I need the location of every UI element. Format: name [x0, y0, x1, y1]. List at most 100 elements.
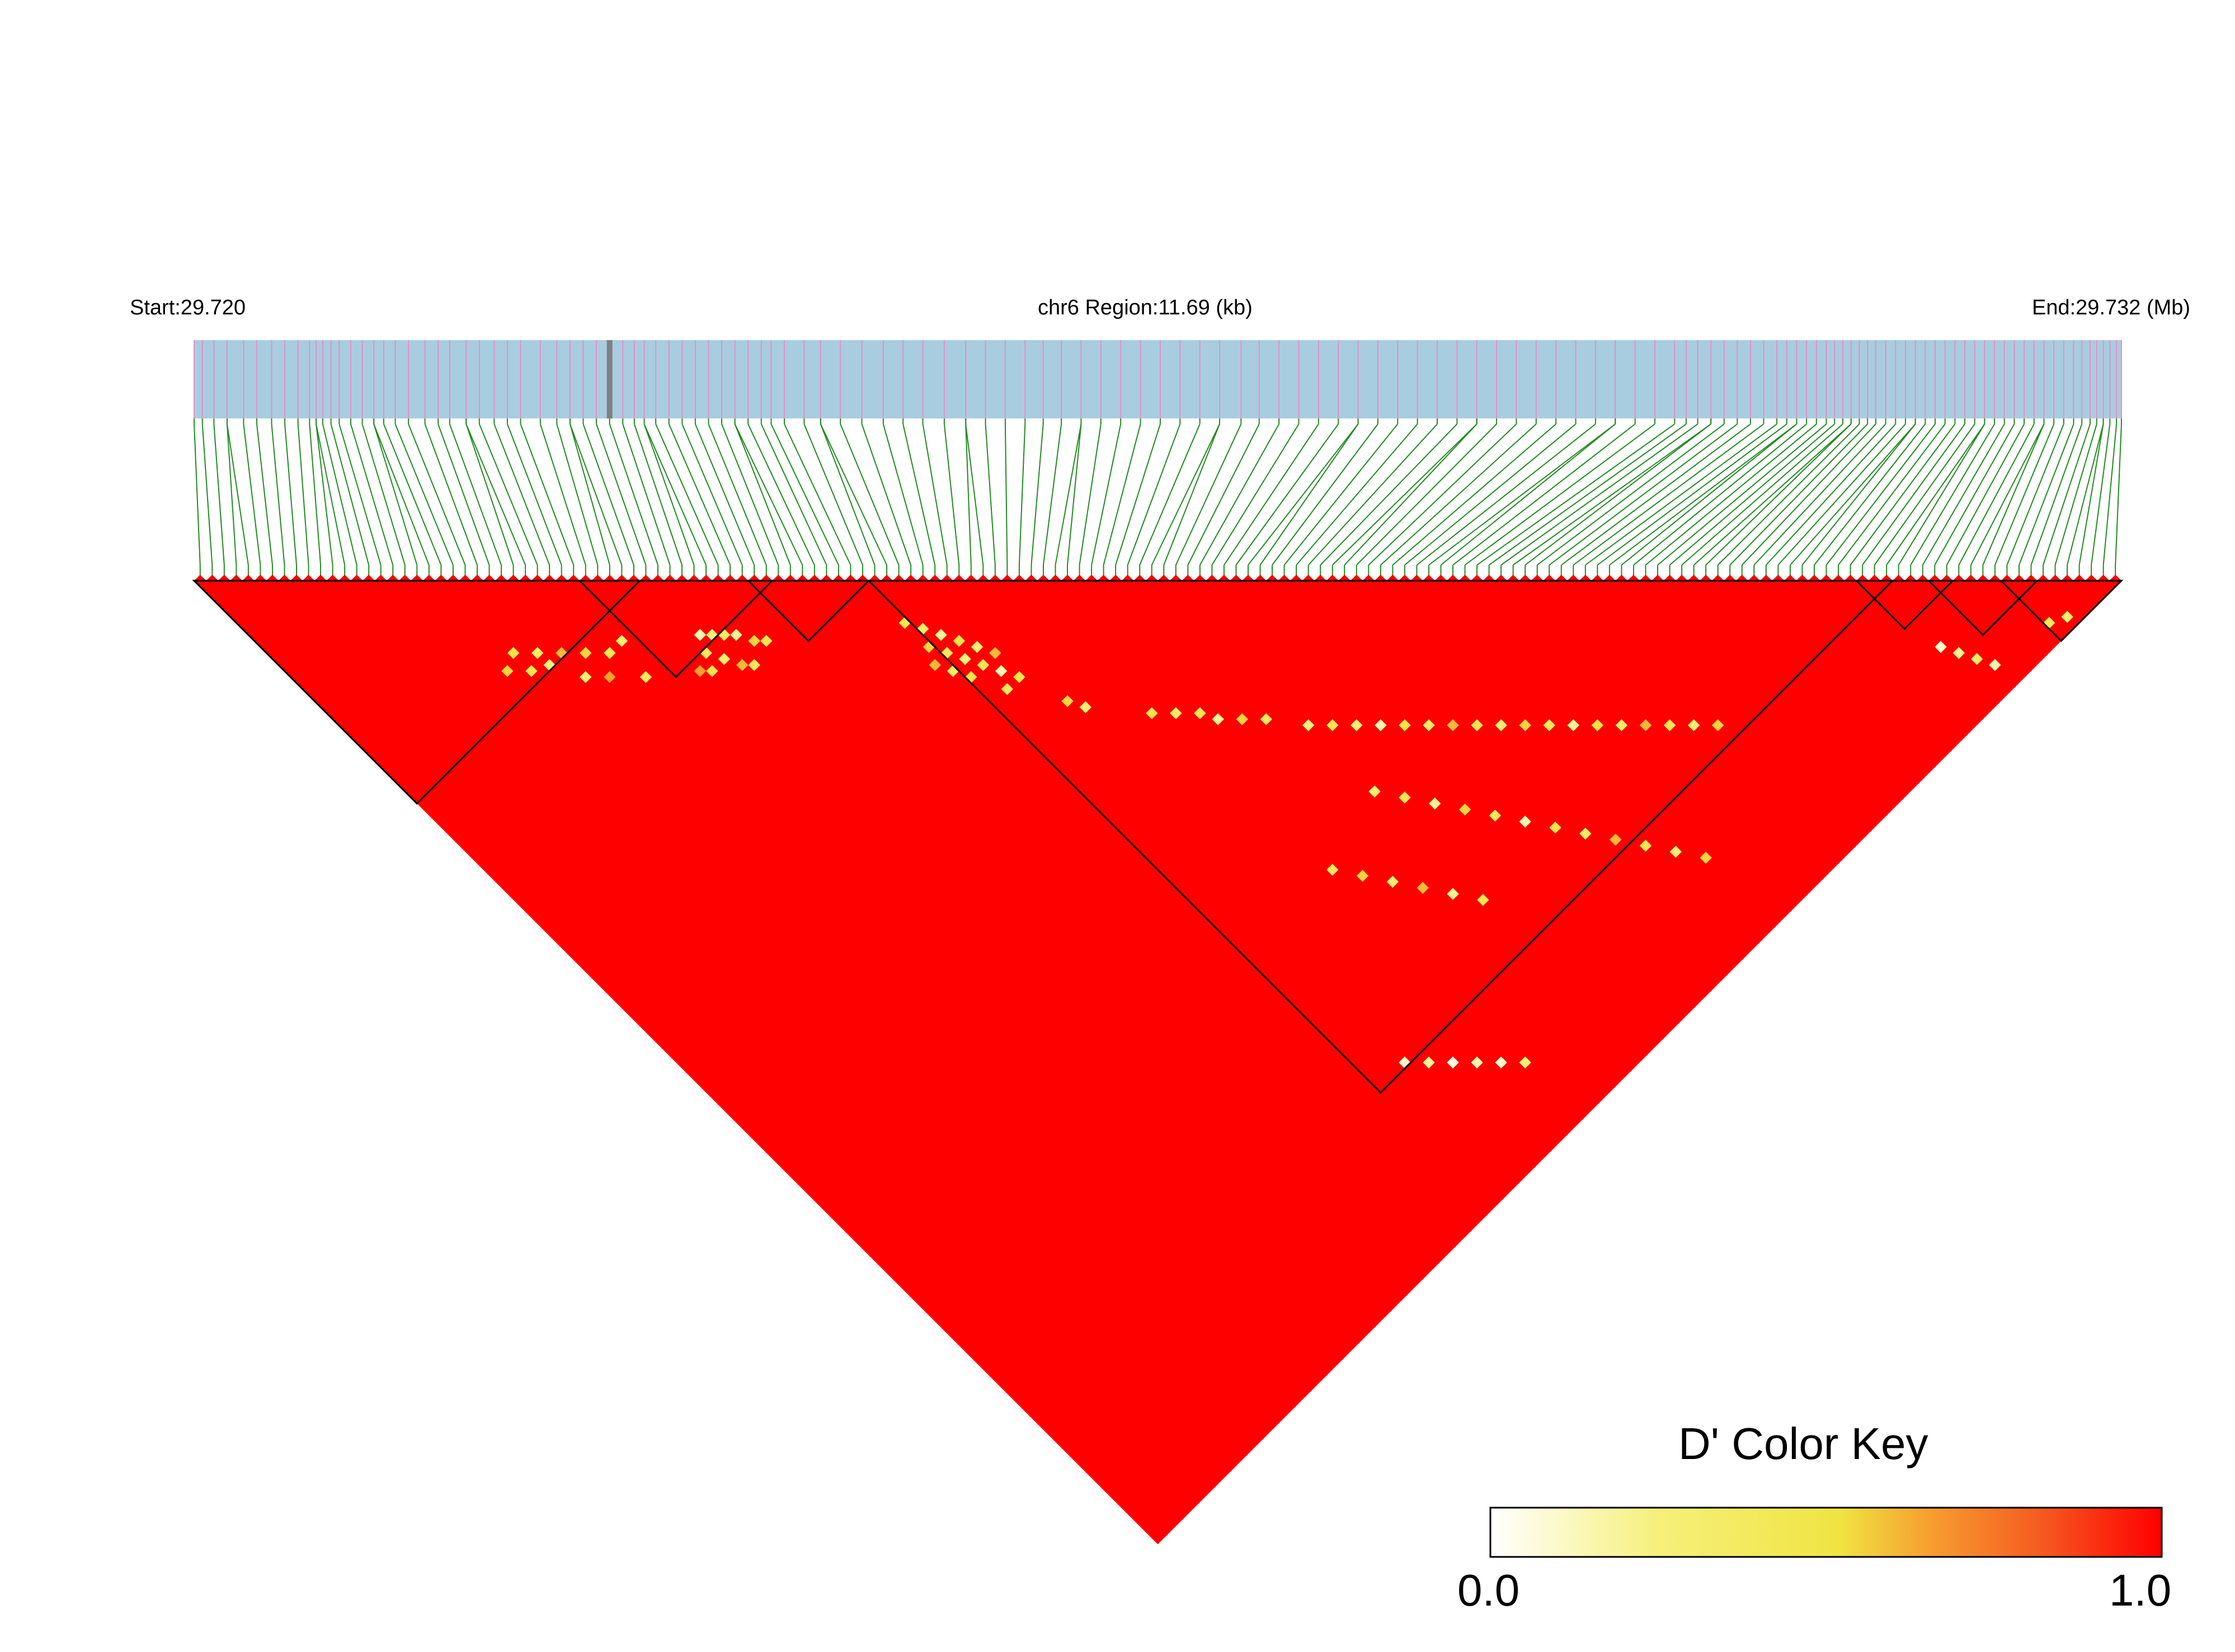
connector-line: [784, 423, 851, 566]
ld-cell: [1615, 719, 1628, 732]
ld-cell-diagonal: [844, 575, 857, 581]
ld-cell-diagonal: [1772, 575, 1785, 581]
color-key-title: D' Color Key: [1678, 1419, 1928, 1469]
ld-cell-diagonal: [1109, 575, 1122, 581]
ld-cell: [736, 658, 749, 671]
ld-cell-diagonal: [796, 575, 809, 581]
ld-cell: [1639, 719, 1652, 732]
connector-line: [1825, 423, 1936, 566]
ld-cell-diagonal: [1928, 575, 1941, 581]
ld-cell: [1543, 719, 1556, 732]
ld-cell-diagonal: [1603, 575, 1616, 581]
connector-line: [1549, 423, 1738, 566]
connector-line: [1416, 423, 1596, 566]
ld-cell-diagonal: [1230, 575, 1243, 581]
ld-cell-diagonal: [1423, 575, 1435, 581]
ld-cell-diagonal: [1519, 575, 1531, 581]
ld-cell-diagonal: [1194, 575, 1206, 581]
ld-cell-diagonal: [302, 575, 315, 581]
ld-heatmap-base: [194, 581, 2121, 1545]
connector-line: [1127, 423, 1181, 566]
connector-line: [1307, 423, 1438, 566]
ld-cell: [1989, 658, 2001, 671]
connector-line: [569, 423, 610, 566]
ld-cell-diagonal: [1170, 575, 1182, 581]
connector-line: [1597, 423, 1787, 566]
ld-cell-diagonal: [1507, 575, 1519, 581]
connector-line: [1838, 423, 1946, 566]
ld-cell-diagonal: [338, 575, 351, 581]
ld-cell: [1079, 701, 1092, 713]
ld-cell-diagonal: [1880, 575, 1893, 581]
ld-cell-diagonal: [374, 575, 387, 581]
ld-cell-diagonal: [977, 575, 990, 581]
connector-line: [643, 423, 695, 566]
connector-line: [1777, 423, 1906, 566]
ld-cell-diagonal: [2097, 575, 2110, 581]
ld-cell: [1952, 647, 1965, 659]
ld-cell-diagonal: [1218, 575, 1230, 581]
ld-cell-diagonal: [953, 575, 965, 581]
connector-line: [1283, 423, 1399, 566]
connector-line: [1573, 423, 1765, 566]
ld-cell-diagonal: [736, 575, 749, 581]
ld-block-outline: [1999, 580, 2124, 642]
ld-cell-diagonal: [628, 575, 640, 581]
connector-line: [820, 423, 887, 566]
connector-line: [271, 423, 285, 566]
connector-line: [226, 423, 249, 566]
ld-cell: [989, 647, 1001, 659]
ld-cell-diagonal: [567, 575, 580, 581]
connector-line: [1067, 423, 1082, 566]
ld-cell-diagonal: [857, 575, 869, 581]
connector-line: [1139, 423, 1201, 566]
connector-line: [569, 423, 623, 566]
connector-line: [1717, 423, 1860, 566]
connector-line: [609, 423, 658, 566]
connector-line: [1489, 423, 1687, 566]
connector-line: [1248, 423, 1359, 566]
snp-connector-lines: [194, 418, 2122, 575]
connector-line: [965, 423, 972, 566]
ld-cell-diagonal: [1386, 575, 1399, 581]
connector-line: [1513, 423, 1711, 566]
ld-cell-diagonal: [1278, 575, 1291, 581]
connector-line: [770, 423, 839, 566]
ld-cell: [604, 647, 616, 659]
ld-cell: [1356, 869, 1369, 882]
ld-cell: [1399, 791, 1411, 804]
ld-cell-diagonal: [2001, 575, 2013, 581]
ld-cell: [1194, 707, 1206, 719]
connector-line: [1115, 423, 1161, 566]
connector-line: [373, 423, 418, 566]
connector-line: [424, 423, 478, 566]
region-start-label: Start:29.720: [130, 296, 246, 319]
connector-line: [1224, 423, 1319, 566]
ld-block-outline: [867, 580, 1895, 1094]
ld-cell-diagonal: [1892, 575, 1905, 581]
ld-cell-diagonal: [2037, 575, 2049, 581]
ld-cell: [1368, 785, 1381, 798]
ld-cell-diagonal: [1182, 575, 1194, 581]
connector-line: [408, 423, 466, 566]
ld-cell: [1428, 797, 1441, 810]
ld-cell: [1447, 719, 1459, 732]
ld-cell-diagonal: [1676, 575, 1688, 581]
ld-cell-diagonal: [1121, 575, 1134, 581]
ld-cell: [1519, 815, 1531, 828]
ld-cell: [531, 647, 544, 659]
connector-line: [1004, 423, 1008, 566]
ld-cell-diagonal: [350, 575, 363, 581]
connector-line: [1452, 423, 1636, 566]
ld-cell-diagonal: [1916, 575, 1929, 581]
connector-line: [1151, 423, 1220, 566]
ld-cell-diagonal: [1073, 575, 1086, 581]
ld-cell-diagonal: [652, 575, 664, 581]
ld-block-outline: [1926, 580, 2039, 637]
connector-line: [1874, 423, 1975, 566]
connector-line: [1766, 423, 1897, 566]
ld-cell: [1471, 719, 1483, 732]
connector-line: [668, 423, 731, 566]
ld-cell: [977, 658, 990, 671]
ld-cell: [694, 665, 707, 677]
